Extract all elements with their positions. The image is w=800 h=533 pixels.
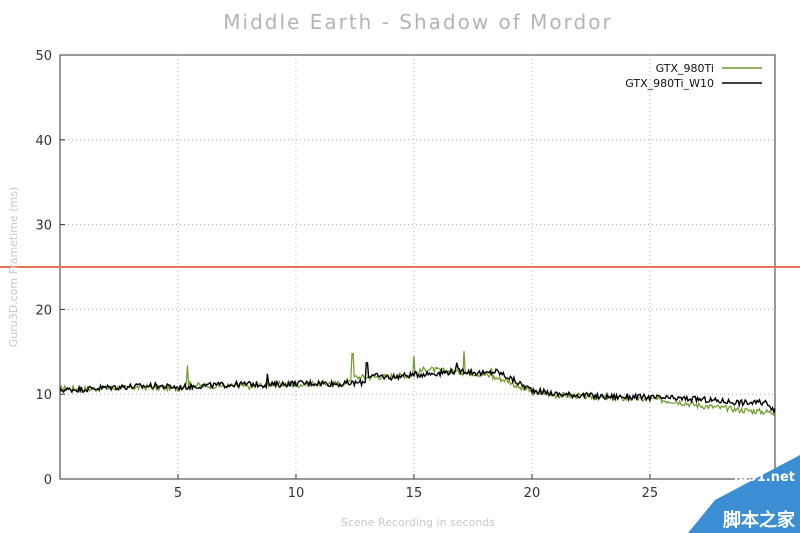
y-tick-label: 50 — [35, 49, 52, 64]
x-axis-label: Scene Recording in seconds — [341, 516, 495, 529]
y-axis-label: Guru3D.com Frametime (ms) — [7, 187, 20, 348]
watermark: jb51.net 脚本之家 — [688, 455, 800, 533]
x-tick-label: 15 — [406, 486, 423, 501]
series-lines — [59, 350, 776, 416]
y-tick-label: 0 — [44, 473, 52, 488]
chart-title: Middle Earth - Shadow of Mordor — [223, 10, 612, 34]
watermark-name: 脚本之家 — [723, 509, 796, 531]
watermark-url: jb51.net — [733, 470, 795, 485]
legend: GTX_980Ti GTX_980Ti_W10 — [625, 62, 762, 90]
x-tick-label: 20 — [524, 486, 541, 501]
y-tick-label: 10 — [35, 388, 52, 403]
tick-labels: 5 10 15 20 25 0 10 20 30 40 50 — [35, 49, 658, 501]
watermark-background — [688, 455, 800, 533]
x-tick-label: 5 — [174, 486, 182, 501]
legend-label: GTX_980Ti_W10 — [625, 77, 714, 90]
series-line-GTX_980Ti_W10 — [59, 362, 776, 415]
x-tick-label: 10 — [288, 486, 305, 501]
legend-label: GTX_980Ti — [656, 62, 714, 75]
y-tick-label: 30 — [35, 219, 52, 234]
y-tick-label: 40 — [35, 134, 52, 149]
x-tick-label: 25 — [642, 486, 659, 501]
y-tick-label: 20 — [35, 303, 52, 318]
